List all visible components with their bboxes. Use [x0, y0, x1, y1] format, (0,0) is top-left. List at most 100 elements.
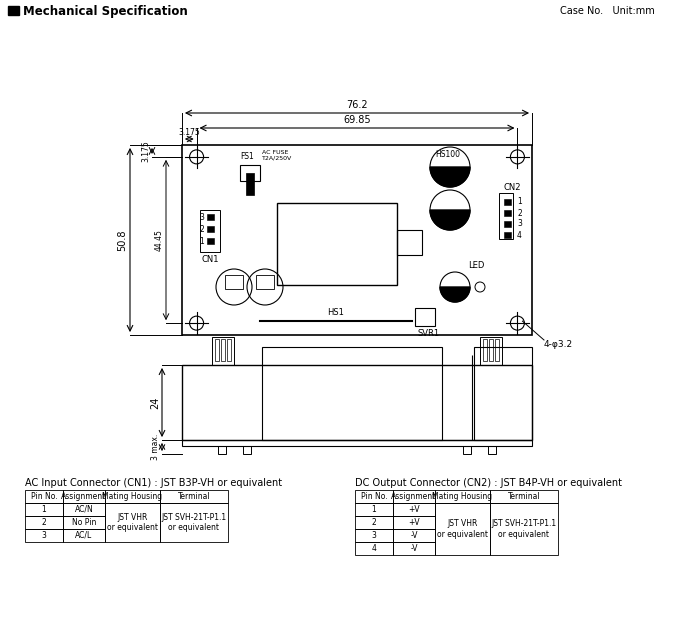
Bar: [225, 275, 243, 289]
Bar: [207, 238, 214, 244]
Text: AC/N: AC/N: [75, 505, 93, 514]
Bar: [243, 446, 251, 454]
Bar: [105, 503, 160, 542]
Text: 4-φ3.2: 4-φ3.2: [544, 340, 573, 349]
Text: +V: +V: [408, 505, 420, 514]
Text: JST VHR
or equivalent: JST VHR or equivalent: [437, 519, 488, 539]
Text: Assignment: Assignment: [61, 492, 107, 501]
Text: No Pin: No Pin: [72, 518, 96, 527]
Text: Terminal: Terminal: [508, 492, 541, 501]
Text: 3 max.: 3 max.: [151, 434, 160, 460]
Bar: [8, 6, 19, 15]
Bar: [355, 529, 393, 542]
Bar: [25, 516, 63, 529]
Text: 1: 1: [41, 505, 46, 514]
Bar: [25, 503, 63, 516]
Text: +V: +V: [408, 518, 420, 527]
Bar: [355, 490, 393, 503]
Bar: [489, 339, 493, 361]
Bar: [490, 503, 558, 555]
Bar: [355, 503, 393, 516]
Bar: [25, 529, 63, 542]
Bar: [200, 210, 220, 252]
Bar: [207, 226, 214, 232]
Text: 3: 3: [41, 531, 46, 540]
Polygon shape: [430, 210, 470, 230]
Text: Pin No.: Pin No.: [31, 492, 57, 501]
Text: 4: 4: [371, 544, 377, 553]
Bar: [504, 232, 511, 238]
Bar: [182, 440, 532, 446]
Bar: [256, 275, 274, 289]
Bar: [215, 339, 219, 361]
Text: -V: -V: [410, 531, 418, 540]
Bar: [474, 347, 532, 440]
Bar: [393, 529, 435, 542]
Bar: [182, 365, 532, 440]
Text: JST VHR
or equivalent: JST VHR or equivalent: [107, 513, 158, 532]
Text: SVR1: SVR1: [417, 329, 439, 338]
Bar: [63, 516, 105, 529]
Bar: [160, 490, 228, 503]
Bar: [218, 446, 226, 454]
Bar: [463, 446, 471, 454]
Text: 2: 2: [517, 208, 522, 218]
Text: 2: 2: [41, 518, 46, 527]
Text: 24: 24: [150, 396, 160, 409]
Bar: [483, 339, 487, 361]
Bar: [393, 490, 435, 503]
Bar: [277, 203, 397, 285]
Text: -V: -V: [410, 544, 418, 553]
Bar: [495, 339, 499, 361]
Bar: [504, 199, 511, 205]
Text: LED: LED: [468, 261, 484, 270]
Bar: [207, 214, 214, 220]
Text: Case No.   Unit:mm: Case No. Unit:mm: [560, 6, 655, 16]
Text: AC Input Connector (CN1) : JST B3P-VH or equivalent: AC Input Connector (CN1) : JST B3P-VH or…: [25, 478, 282, 488]
Text: 2: 2: [372, 518, 376, 527]
Text: 3: 3: [199, 213, 204, 222]
Text: Terminal: Terminal: [177, 492, 210, 501]
Text: 4: 4: [517, 230, 522, 239]
Bar: [182, 145, 532, 335]
Text: HS1: HS1: [328, 308, 345, 317]
Bar: [504, 221, 511, 227]
Bar: [63, 490, 105, 503]
Text: JST SVH-21T-P1.1
or equivalent: JST SVH-21T-P1.1 or equivalent: [161, 513, 226, 532]
Bar: [397, 230, 422, 255]
Bar: [499, 193, 513, 239]
Bar: [435, 503, 490, 555]
Text: 3: 3: [517, 220, 522, 229]
Text: FS1: FS1: [240, 152, 254, 161]
Bar: [488, 446, 496, 454]
Bar: [246, 173, 254, 195]
Bar: [415, 308, 435, 326]
Bar: [504, 210, 511, 216]
Bar: [393, 542, 435, 555]
Bar: [63, 529, 105, 542]
Text: Pin No.: Pin No.: [360, 492, 388, 501]
Bar: [63, 503, 105, 516]
Polygon shape: [440, 287, 470, 302]
Bar: [490, 490, 558, 503]
Text: 1: 1: [372, 505, 376, 514]
Bar: [262, 347, 442, 440]
Bar: [355, 516, 393, 529]
Bar: [355, 542, 393, 555]
Text: 1: 1: [199, 237, 204, 246]
Text: CN2: CN2: [504, 183, 522, 192]
Text: CN1: CN1: [201, 255, 219, 264]
Bar: [480, 337, 502, 365]
Bar: [435, 490, 490, 503]
Text: 69.85: 69.85: [343, 115, 371, 125]
Text: 44.45: 44.45: [155, 229, 164, 251]
Text: Mating Housing: Mating Housing: [432, 492, 492, 501]
Text: 3.175: 3.175: [178, 128, 200, 137]
Bar: [25, 490, 63, 503]
Bar: [212, 337, 234, 365]
Bar: [227, 339, 231, 361]
Text: 2: 2: [199, 225, 204, 234]
Bar: [393, 503, 435, 516]
Bar: [393, 516, 435, 529]
Text: 50.8: 50.8: [117, 229, 127, 251]
